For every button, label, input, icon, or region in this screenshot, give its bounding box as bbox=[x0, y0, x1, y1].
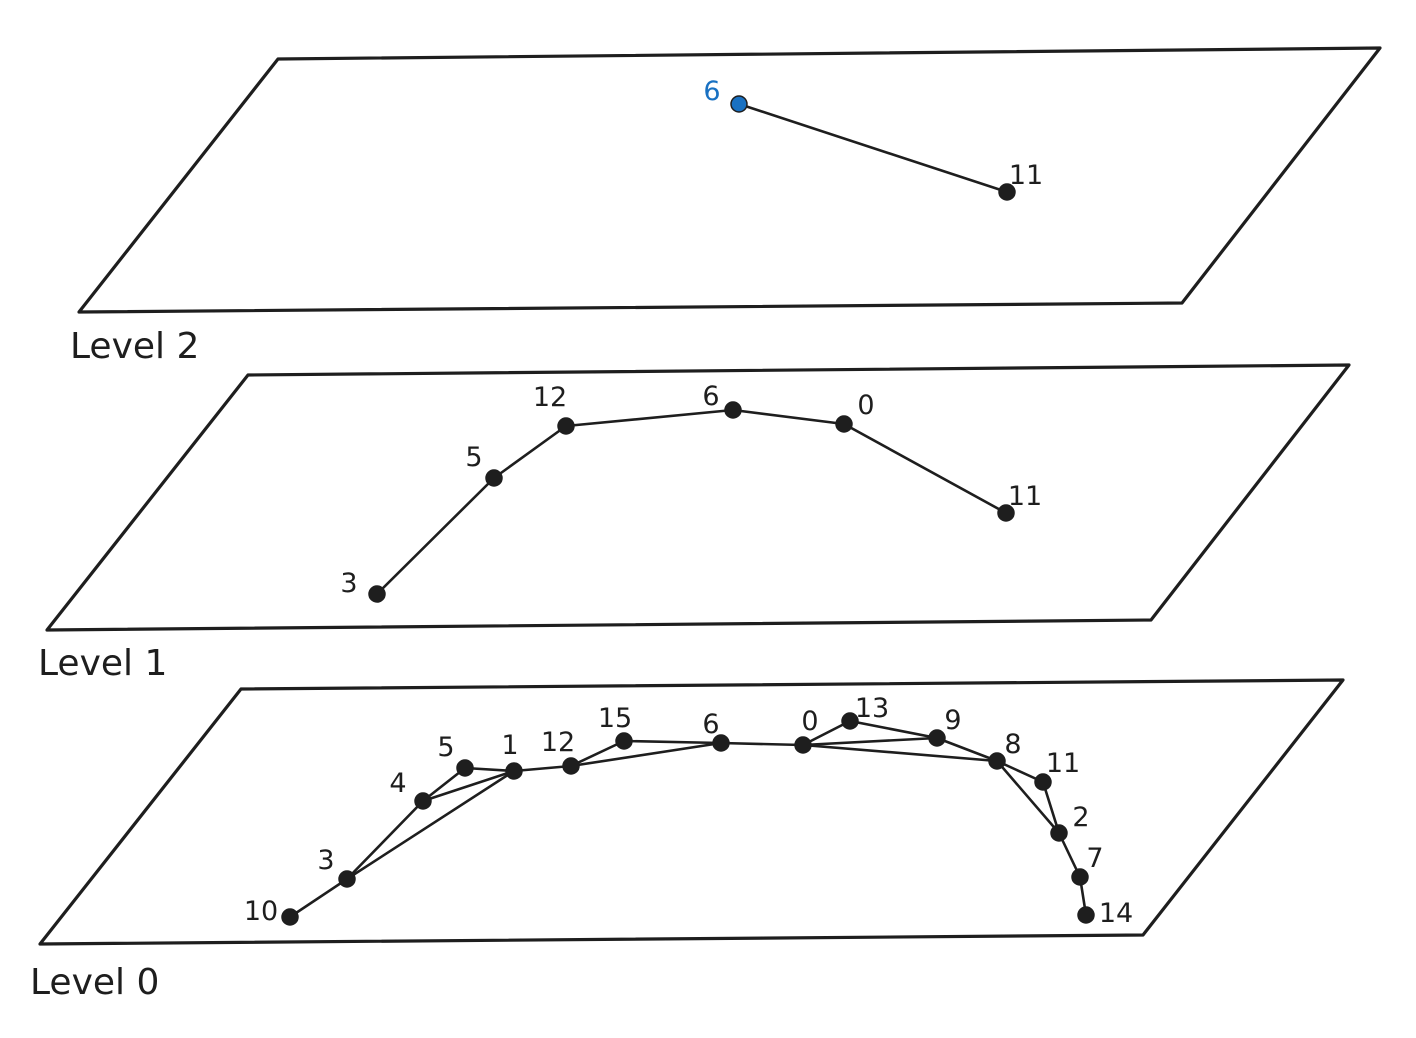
level-1-node-0 bbox=[835, 415, 853, 433]
level-0-node-label-2: 2 bbox=[1072, 802, 1089, 833]
level-2-node-6 bbox=[730, 95, 748, 113]
level-0-node-label-0: 0 bbox=[801, 706, 818, 737]
level-0-node-8 bbox=[988, 752, 1006, 770]
level-1-plane-group: 3 5 12 6 0 11 Level 1 bbox=[38, 363, 1351, 684]
level-0-node-9 bbox=[928, 729, 946, 747]
level-0-edge-8-2 bbox=[995, 759, 1061, 835]
level-1-node-3 bbox=[368, 585, 386, 603]
level-1-nodes: 3 5 12 6 0 11 bbox=[340, 381, 1042, 603]
level-0-edge-13-9 bbox=[848, 719, 939, 740]
level-0-node-11 bbox=[1034, 773, 1052, 791]
level-1-edge-12-6 bbox=[564, 408, 735, 428]
level-0-node-label-8: 8 bbox=[1004, 729, 1021, 760]
level-0-node-label-10: 10 bbox=[244, 896, 278, 927]
level-0-edges bbox=[288, 719, 1088, 919]
level-1-node-label-0: 0 bbox=[857, 390, 874, 421]
level-0-edge-10-3 bbox=[288, 877, 349, 919]
level-1-node-label-12: 12 bbox=[533, 382, 567, 413]
level-2-node-label-11: 11 bbox=[1009, 160, 1043, 191]
level-1-node-5 bbox=[485, 469, 503, 487]
level-0-edge-3-4 bbox=[345, 799, 425, 881]
level-0-node-label-4: 4 bbox=[389, 768, 406, 799]
level-0-node-label-12: 12 bbox=[541, 727, 575, 758]
level-1-edge-0-11 bbox=[842, 422, 1008, 515]
level-0-edge-0-8 bbox=[801, 743, 999, 763]
level-1-node-label-5: 5 bbox=[465, 442, 482, 473]
level-2-plane-group: 6 11 Level 2 bbox=[70, 46, 1382, 367]
level-0-node-label-3: 3 bbox=[317, 845, 334, 876]
level-1-node-label-6: 6 bbox=[702, 381, 719, 412]
level-1-label: Level 1 bbox=[38, 643, 167, 684]
level-0-node-5 bbox=[456, 759, 474, 777]
level-0-node-2 bbox=[1050, 824, 1068, 842]
level-0-node-label-1: 1 bbox=[501, 730, 518, 761]
level-0-edge-6-0 bbox=[719, 741, 805, 747]
level-0-node-4 bbox=[414, 792, 432, 810]
level-0-node-label-11: 11 bbox=[1046, 748, 1080, 779]
level-0-node-label-13: 13 bbox=[855, 693, 889, 724]
level-0-edge-4-1 bbox=[421, 769, 516, 803]
level-0-node-label-15: 15 bbox=[598, 703, 632, 734]
level-1-edge-3-5 bbox=[375, 476, 496, 596]
level-1-edges bbox=[375, 408, 1008, 596]
level-0-edge-0-13 bbox=[801, 719, 852, 747]
level-0-edge-0-9 bbox=[801, 736, 939, 747]
level-0-node-label-14: 14 bbox=[1099, 898, 1133, 929]
level-0-edge-12-6 bbox=[569, 741, 723, 768]
level-1-edge-5-12 bbox=[492, 424, 568, 480]
level-2-edges bbox=[737, 102, 1009, 194]
level-0-node-label-7: 7 bbox=[1086, 843, 1103, 874]
level-0-node-6 bbox=[712, 734, 730, 752]
level-2-plane bbox=[77, 46, 1382, 314]
level-2-edge-6-11 bbox=[737, 102, 1009, 194]
level-0-edge-3-1 bbox=[345, 769, 516, 881]
level-1-node-12 bbox=[557, 417, 575, 435]
level-0-node-7 bbox=[1071, 868, 1089, 886]
level-0-node-13 bbox=[841, 712, 859, 730]
level-1-node-label-3: 3 bbox=[340, 568, 357, 599]
level-0-node-1 bbox=[505, 762, 523, 780]
level-0-node-15 bbox=[615, 732, 633, 750]
level-1-node-6 bbox=[724, 401, 742, 419]
level-0-node-14 bbox=[1077, 906, 1095, 924]
level-2-node-label-6: 6 bbox=[703, 76, 720, 107]
level-2-nodes: 6 11 bbox=[703, 76, 1043, 201]
level-0-node-3 bbox=[338, 870, 356, 888]
level-0-edge-9-8 bbox=[935, 736, 999, 763]
level-0-node-0 bbox=[794, 736, 812, 754]
level-0-node-label-9: 9 bbox=[944, 705, 961, 736]
level-0-edge-4-5 bbox=[421, 766, 467, 803]
level-0-node-12 bbox=[562, 757, 580, 775]
level-1-node-label-11: 11 bbox=[1008, 481, 1042, 512]
level-0-label: Level 0 bbox=[30, 962, 159, 1003]
level-2-node-11 bbox=[998, 183, 1016, 201]
level-0-node-label-6: 6 bbox=[702, 709, 719, 740]
level-0-plane bbox=[38, 678, 1345, 946]
level-0-edge-12-15 bbox=[569, 739, 626, 768]
level-0-edge-11-2 bbox=[1041, 780, 1061, 835]
level-1-plane bbox=[45, 363, 1351, 632]
level-0-node-label-5: 5 bbox=[437, 732, 454, 763]
level-0-edge-15-6 bbox=[622, 739, 723, 745]
level-1-edge-6-0 bbox=[731, 408, 846, 426]
level-2-label: Level 2 bbox=[70, 326, 199, 367]
level-0-node-10 bbox=[281, 908, 299, 926]
level-0-edge-1-12 bbox=[512, 764, 573, 773]
level-1-node-11 bbox=[997, 504, 1015, 522]
